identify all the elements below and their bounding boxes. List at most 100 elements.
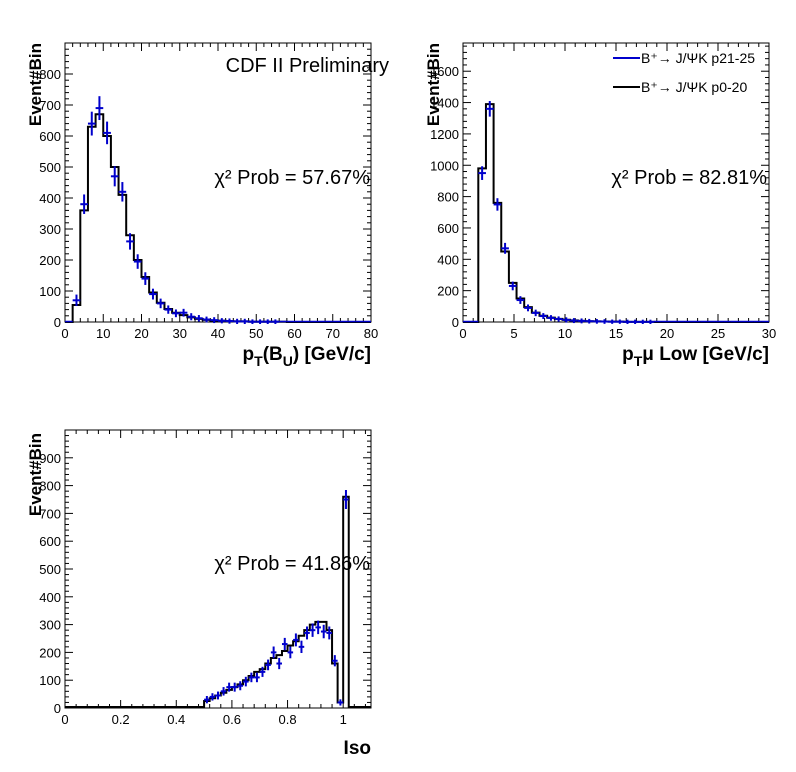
legend-label: B⁺→ J/ΨK p21-25 <box>641 50 755 66</box>
x-axis-label: Iso <box>344 738 371 759</box>
x-tick-label: 1 <box>340 712 347 727</box>
mc-histogram <box>203 495 350 708</box>
data-point <box>593 319 601 324</box>
data-point <box>600 319 609 324</box>
data-point <box>547 315 555 321</box>
x-tick-label: 80 <box>364 326 378 341</box>
data-point <box>226 682 232 692</box>
y-tick-label: 600 <box>437 221 459 236</box>
y-tick-label: 600 <box>39 129 61 144</box>
x-axis-label: pT(BU) [GeV/c] <box>243 344 371 369</box>
legend: B⁺→ J/ΨK p21-25 B⁺→ J/ΨK p0-20 <box>613 50 755 95</box>
y-tick-label: 200 <box>39 645 61 660</box>
y-axis-label: Event#Bin <box>26 43 45 126</box>
x-tick-label: 0 <box>61 326 68 341</box>
data-point <box>231 682 238 692</box>
y-tick-label: 300 <box>39 618 61 633</box>
y-tick-label: 500 <box>39 160 61 175</box>
data-point <box>508 281 517 291</box>
data-point <box>210 317 218 324</box>
y-tick-label: 500 <box>39 562 61 577</box>
y-tick-label: 700 <box>39 506 61 521</box>
y-tick-label: 400 <box>39 590 61 605</box>
x-tick-label: 50 <box>249 326 263 341</box>
data-point <box>646 319 655 324</box>
y-tick-label: 900 <box>39 451 61 466</box>
x-tick-label: 40 <box>211 326 225 341</box>
y-tick-label: 1200 <box>430 127 459 142</box>
data-point <box>501 242 509 254</box>
data-point <box>240 318 249 324</box>
data-point <box>320 624 327 639</box>
data-point <box>72 294 81 307</box>
header-label: CDF II Preliminary <box>226 55 389 77</box>
data-point <box>276 657 282 670</box>
x-tick-label: 0.8 <box>279 712 297 727</box>
x-tick-label: 30 <box>173 326 187 341</box>
x-tick-label: 60 <box>287 326 301 341</box>
x-tick-label: 30 <box>762 326 776 341</box>
data-point <box>233 318 241 324</box>
y-tick-label: 0 <box>54 315 61 330</box>
x-tick-label: 15 <box>609 326 623 341</box>
data-point <box>133 254 142 269</box>
data-point <box>585 318 594 324</box>
data-point <box>298 640 305 654</box>
chi2-annotation: χ² Prob = 41.86% <box>214 553 370 575</box>
data-point <box>265 659 271 671</box>
data-point <box>570 318 578 324</box>
data-point <box>141 272 150 285</box>
y-tick-label: 1400 <box>430 96 459 111</box>
data-point <box>263 319 272 324</box>
data-point <box>337 699 344 706</box>
data-point <box>243 676 249 687</box>
data-point <box>218 318 226 324</box>
data-point <box>281 637 288 651</box>
data-point <box>103 121 111 145</box>
data-point <box>256 319 264 324</box>
data-point <box>304 626 310 640</box>
mc-histogram <box>463 103 769 323</box>
data-point <box>287 646 294 659</box>
data-point <box>118 182 127 202</box>
y-tick-label: 400 <box>437 252 459 267</box>
data-point <box>343 489 349 510</box>
x-tick-label: 70 <box>326 326 340 341</box>
data-point <box>631 319 639 324</box>
data-point <box>248 319 257 324</box>
y-tick-label: 800 <box>39 67 61 82</box>
y-tick-label: 800 <box>39 479 61 494</box>
data-point <box>95 96 104 121</box>
data-point <box>87 111 96 136</box>
x-axis-label: pTμ Low [GeV/c] <box>622 344 769 369</box>
x-tick-label: 10 <box>96 326 110 341</box>
y-tick-label: 300 <box>39 222 61 237</box>
x-tick-label: 25 <box>711 326 725 341</box>
data-point <box>179 308 188 317</box>
data-point <box>220 687 227 696</box>
data-point <box>524 304 532 312</box>
y-tick-label: 100 <box>39 284 61 299</box>
data-point <box>270 646 277 659</box>
data-point <box>531 309 540 317</box>
y-tick-label: 200 <box>437 284 459 299</box>
chart-panel-1: 0 100 200 300 400 500 600 700 800 0 10 20 30 40 50 60 70… <box>26 42 378 369</box>
data-point <box>254 672 260 683</box>
chi2-annotation: χ² Prob = 82.81% <box>611 167 767 189</box>
data-point <box>577 318 586 324</box>
data-point <box>315 620 321 635</box>
data-point <box>616 319 624 324</box>
data-point <box>332 655 338 667</box>
data-point <box>608 319 616 324</box>
data-point <box>623 319 632 324</box>
data-point <box>202 316 211 323</box>
data-point <box>259 666 266 677</box>
x-tick-label: 0.2 <box>112 712 130 727</box>
data-point <box>248 672 255 683</box>
y-tick-label: 100 <box>39 673 61 688</box>
data-point <box>172 309 180 318</box>
data-point <box>149 288 157 300</box>
data-point <box>110 166 119 187</box>
chart-panel-2: 0 200 400 600 800 1000 1200 1400 1600 0 5 10 15 20 25 3… <box>424 42 776 369</box>
